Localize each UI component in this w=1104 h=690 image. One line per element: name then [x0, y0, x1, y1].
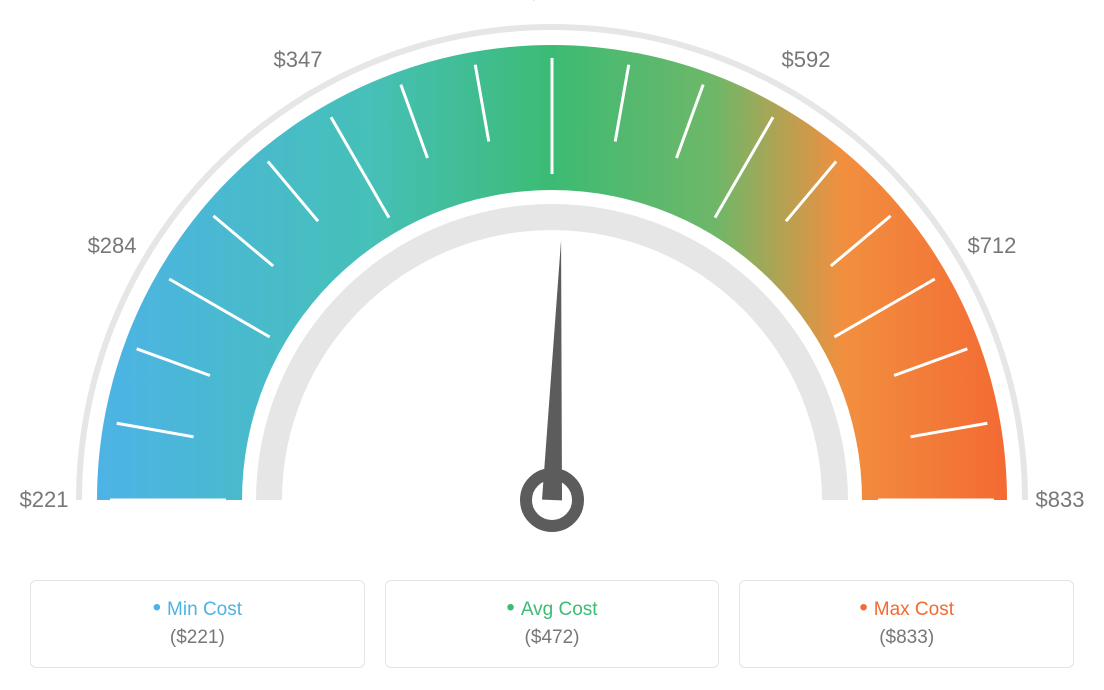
gauge-chart: $221 $284 $347 $472 $592 $712 $833	[0, 0, 1104, 560]
legend-max: • Max Cost ($833)	[739, 580, 1074, 668]
tick-label: $284	[88, 233, 137, 259]
tick-label: $472	[528, 0, 577, 5]
legend-min-value: ($221)	[170, 627, 225, 649]
legend-min: • Min Cost ($221)	[30, 580, 365, 668]
tick-label: $592	[782, 47, 831, 73]
tick-label: $833	[1036, 487, 1085, 513]
legend-min-label: Min Cost	[167, 599, 242, 621]
legend-max-title: • Max Cost	[859, 599, 954, 621]
legend-max-value: ($833)	[879, 627, 934, 649]
legend: • Min Cost ($221) • Avg Cost ($472) • Ma…	[0, 580, 1104, 690]
tick-label: $221	[20, 487, 69, 513]
legend-avg-label: Avg Cost	[521, 599, 598, 621]
legend-avg: • Avg Cost ($472)	[385, 580, 720, 668]
tick-label: $347	[274, 47, 323, 73]
gauge-svg	[0, 0, 1104, 560]
legend-min-title: • Min Cost	[153, 599, 242, 621]
tick-label: $712	[967, 233, 1016, 259]
legend-max-label: Max Cost	[874, 599, 954, 621]
legend-avg-value: ($472)	[525, 627, 580, 649]
legend-avg-title: • Avg Cost	[506, 599, 597, 621]
